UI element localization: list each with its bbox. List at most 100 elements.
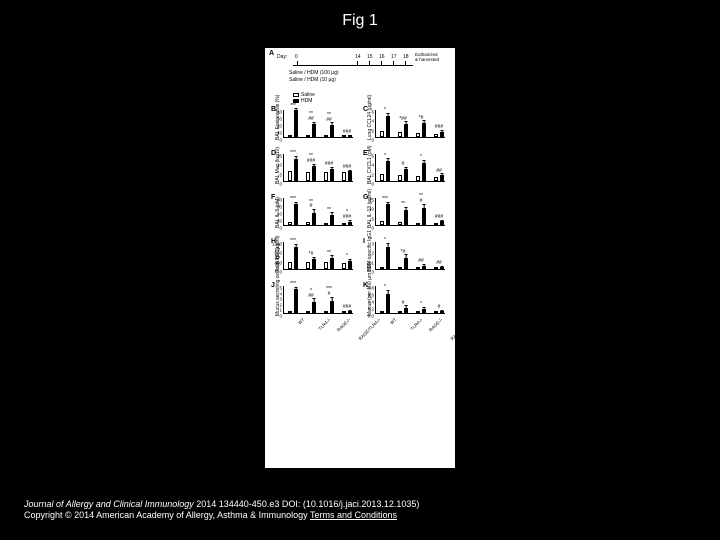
x-tick-label: WT [389, 317, 397, 325]
significance-marker: *# [306, 252, 316, 257]
chart-axes: 010203040***** ##** ##### [283, 110, 353, 138]
significance-marker: ** ## [306, 112, 316, 121]
error-cap [423, 160, 426, 161]
y-tick: 0 [279, 226, 284, 231]
bar-hdm [348, 261, 352, 269]
error-cap [349, 135, 352, 136]
y-tick: 4 [371, 119, 376, 124]
bar-saline [342, 263, 346, 269]
error-bar [406, 306, 407, 308]
timepoint: 16 [379, 54, 385, 60]
bar-saline [306, 262, 310, 269]
error-bar [442, 310, 443, 311]
error-bar [332, 297, 333, 300]
bar-hdm [404, 169, 408, 181]
y-tick: 1200 [272, 242, 284, 247]
significance-marker: ### [324, 162, 334, 167]
error-bar [388, 244, 389, 247]
y-tick: 10 [277, 163, 284, 168]
significance-marker: *** [380, 197, 390, 202]
bar-saline [380, 267, 384, 269]
error-bar [442, 174, 443, 175]
bar-hdm [440, 221, 444, 225]
bar-saline [324, 172, 328, 181]
error-bar [424, 160, 425, 163]
y-tick: 15 [277, 154, 284, 159]
panel-B: BBAL Eosinophils (%)010203040***** ##** … [283, 110, 367, 156]
treatment-line: Saline / HDM (100 μg) [289, 70, 339, 76]
bar-hdm [386, 161, 390, 181]
bar-hdm [330, 169, 334, 181]
bar-saline [398, 267, 402, 269]
bar-hdm [294, 110, 298, 137]
panel-A-label: A [269, 50, 274, 57]
significance-marker: ** # [306, 200, 316, 209]
bar-saline [324, 135, 328, 137]
y-tick: 6 [371, 154, 376, 159]
bar-saline [380, 174, 384, 181]
error-bar [350, 220, 351, 221]
significance-marker: # [434, 305, 444, 310]
significance-marker: * [380, 238, 390, 243]
bar-hdm [312, 166, 316, 181]
bar-saline [416, 223, 420, 225]
bar-saline [416, 311, 420, 313]
error-bar [350, 136, 351, 137]
error-bar [406, 207, 407, 210]
panel-K: KMucus (per 100 μm BM)0.00.20.40.60.8*#*… [375, 286, 459, 332]
y-tick: 5 [279, 286, 284, 291]
significance-marker: ## [416, 259, 426, 264]
significance-marker: ** [324, 251, 334, 256]
error-bar [332, 256, 333, 258]
error-bar [424, 204, 425, 208]
error-bar [350, 310, 351, 311]
error-cap [441, 266, 444, 267]
error-cap [349, 259, 352, 260]
y-tick: 6 [371, 110, 376, 115]
bar-saline [342, 223, 346, 225]
terms-link[interactable]: Terms and Conditions [310, 510, 397, 520]
error-bar [332, 213, 333, 215]
bar-saline [324, 223, 328, 225]
error-bar [406, 255, 407, 258]
bar-hdm [312, 259, 316, 269]
bar-hdm [294, 289, 298, 313]
significance-marker: ## [434, 261, 444, 266]
bar-hdm [330, 258, 334, 269]
error-bar [406, 167, 407, 169]
error-bar [388, 114, 389, 116]
significance-marker: *** [288, 151, 298, 156]
error-bar [332, 167, 333, 168]
bar-saline [288, 222, 292, 226]
error-bar [350, 260, 351, 261]
error-cap [313, 257, 316, 258]
chart-axes: 051015***** ######### [283, 154, 353, 182]
y-axis-label: Lung CCL24 (μg/ml) [367, 95, 373, 140]
timepoint: 15 [367, 54, 373, 60]
error-bar [314, 299, 315, 302]
bar-saline [324, 311, 328, 313]
significance-marker: ** # [416, 194, 426, 203]
significance-marker: ### [434, 125, 444, 130]
bar-hdm [312, 213, 316, 225]
significance-marker: * [342, 254, 352, 259]
significance-marker: * [416, 155, 426, 160]
timepoint: 17 [391, 54, 397, 60]
error-bar [296, 157, 297, 159]
chart-axes: 0246**##*#### [375, 110, 445, 138]
panel-label: I [363, 238, 365, 245]
error-bar [442, 220, 443, 221]
error-bar [424, 307, 425, 308]
euthanized-label: Euthanized & harvested [415, 52, 453, 62]
journal-name: Journal of Allergy and Clinical Immunolo… [24, 499, 194, 509]
y-tick: 2 [279, 302, 284, 307]
panel-E: EBAL CXCL1 (pM)0246*#*## [375, 154, 459, 200]
error-cap [387, 202, 390, 203]
significance-marker: * [380, 154, 390, 159]
significance-marker: *# [416, 116, 426, 121]
bar-saline [434, 311, 438, 313]
bar-hdm [440, 175, 444, 181]
error-bar [424, 121, 425, 123]
y-tick: 2 [371, 128, 376, 133]
bar-saline [306, 222, 310, 225]
